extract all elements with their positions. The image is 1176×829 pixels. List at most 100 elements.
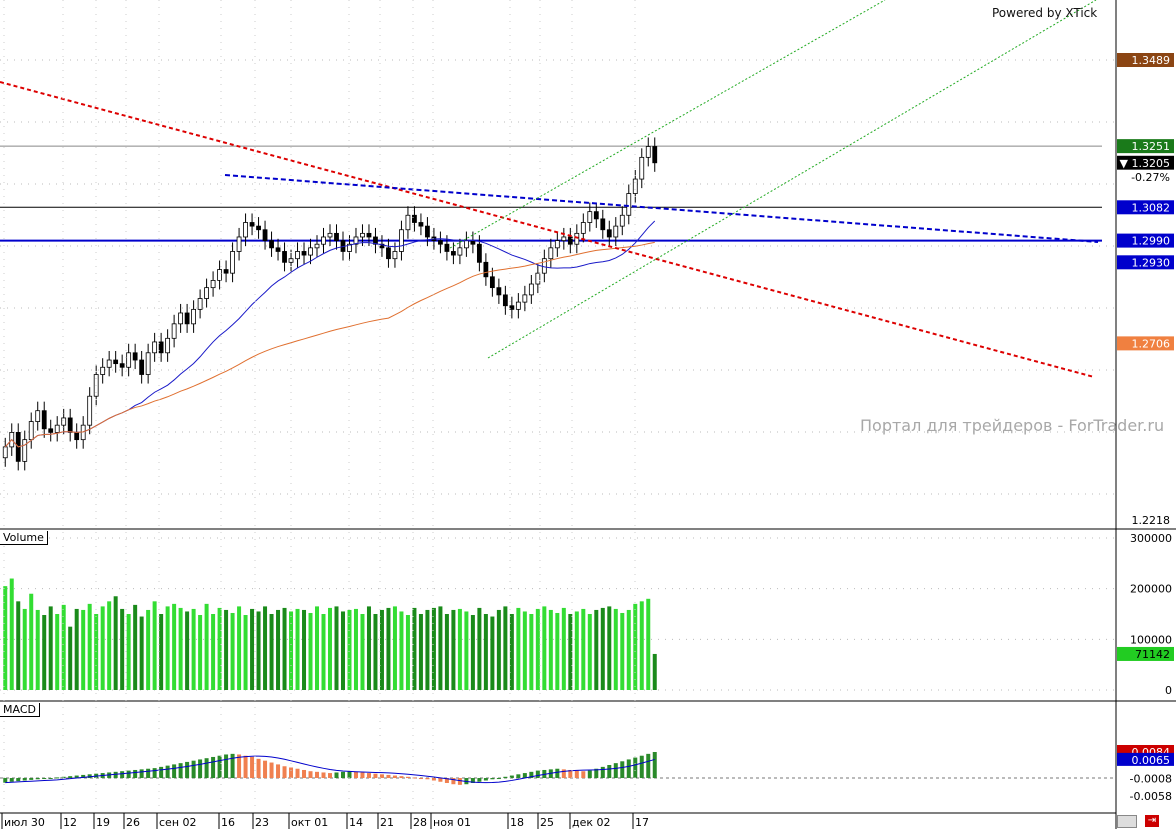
volume-bar <box>633 603 638 690</box>
candle-body <box>217 269 222 281</box>
candle-body <box>132 352 138 361</box>
candle-body <box>652 146 658 164</box>
candle-body <box>379 243 385 249</box>
volume-bar <box>250 608 255 690</box>
candle-body <box>522 294 528 303</box>
candle-body <box>509 305 515 310</box>
candle-body <box>67 417 73 433</box>
candle-body <box>275 247 281 252</box>
volume-bar <box>373 614 378 690</box>
candle-body <box>54 424 60 433</box>
volume-bar <box>607 606 612 690</box>
volume-bar <box>522 611 527 690</box>
volume-bar <box>483 614 488 690</box>
volume-bar <box>646 598 651 690</box>
candle-body <box>22 439 28 462</box>
macd-bar <box>289 767 294 779</box>
volume-bar <box>431 607 436 690</box>
macd-bar <box>425 778 430 780</box>
macd-bar <box>522 773 527 779</box>
macd-bar <box>87 774 92 779</box>
candle-body <box>223 269 229 274</box>
volume-bar <box>425 609 430 690</box>
candle-body <box>158 341 164 354</box>
candle-body <box>373 236 378 245</box>
volume-bar <box>152 601 157 690</box>
volume-bar <box>594 609 599 690</box>
price-badge-label: -0.27% <box>1131 171 1170 184</box>
time-axis-label: сен 02 <box>159 816 197 829</box>
volume-bar <box>457 608 462 690</box>
volume-bar <box>464 611 469 690</box>
macd-bar <box>535 770 540 779</box>
volume-bar <box>379 609 384 690</box>
macd-bar <box>483 778 488 781</box>
volume-bar <box>87 603 92 690</box>
candle-body <box>321 236 326 245</box>
macd-bar <box>211 756 216 779</box>
volume-bar <box>126 614 131 690</box>
macd-bar <box>172 764 177 779</box>
volume-bar <box>35 609 40 690</box>
volume-bar <box>438 606 443 690</box>
candle-body <box>463 240 469 249</box>
macd-bar <box>353 771 358 779</box>
macd-bar <box>477 778 482 782</box>
candle-body <box>269 240 274 249</box>
macd-bar <box>269 762 274 779</box>
macd-bar <box>68 776 73 779</box>
candle-body <box>87 395 93 426</box>
volume-bar <box>295 608 300 690</box>
volume-bar <box>172 603 177 690</box>
macd-bar <box>263 760 268 779</box>
volume-bar <box>81 609 86 690</box>
candle-body <box>236 236 242 252</box>
macd-bar <box>315 771 320 779</box>
macd-bar <box>321 772 326 779</box>
price-badge-label: 1.3489 <box>1132 54 1171 67</box>
price-badge-label: 1.2218 <box>1132 514 1171 527</box>
volume-bar <box>321 614 326 690</box>
candle-body <box>184 312 190 325</box>
candle-body <box>301 251 307 256</box>
volume-bar <box>620 612 625 690</box>
candle-body <box>327 232 333 238</box>
macd-bar <box>600 766 605 779</box>
macd-bar <box>646 753 651 779</box>
macd-bar <box>139 769 144 779</box>
candle-body <box>308 247 313 256</box>
volume-bar <box>587 614 592 690</box>
candle-body <box>528 283 534 296</box>
candle-body <box>262 229 268 241</box>
candle-body <box>386 247 391 260</box>
candle-body <box>613 225 619 238</box>
candle-body <box>502 294 508 307</box>
volume-bar <box>516 607 521 690</box>
macd-bar <box>594 768 599 779</box>
price-badge-label: 1.2990 <box>1132 235 1171 248</box>
exit-icon[interactable]: ⇥ <box>1145 815 1159 827</box>
volume-bar <box>282 607 287 690</box>
macd-axis-label: -0.0058 <box>1130 790 1172 803</box>
volume-bar <box>496 609 501 690</box>
volume-bar <box>490 616 495 690</box>
time-axis-label: 17 <box>635 816 649 829</box>
candle-body <box>438 240 443 245</box>
macd-bar <box>230 753 235 779</box>
volume-bar <box>315 606 320 690</box>
powered-by-label: Powered by XTick <box>992 6 1098 20</box>
volume-bar <box>263 606 268 690</box>
candle-body <box>28 421 34 441</box>
macd-bar <box>243 755 248 779</box>
candle-body <box>197 298 203 310</box>
candle-body <box>489 276 495 289</box>
watermark-text: Портал для трейдеров - ForTrader.ru <box>860 416 1165 435</box>
candle-body <box>288 258 294 263</box>
toggle-icon[interactable] <box>1117 815 1137 828</box>
volume-bar <box>55 614 60 690</box>
macd-bar <box>133 769 138 779</box>
candle-body <box>165 337 171 354</box>
time-axis-label: 12 <box>63 816 77 829</box>
volume-bar <box>224 609 229 690</box>
